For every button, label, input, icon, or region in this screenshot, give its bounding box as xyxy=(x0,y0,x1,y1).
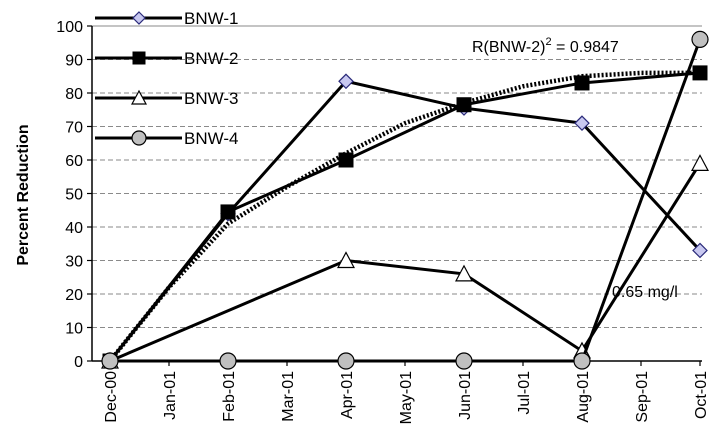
legend: BNW-1 BNW-2 BNW-3 BNW-4 xyxy=(95,9,238,148)
x-tick-label: Apr-01 xyxy=(339,371,356,419)
legend-item: BNW-4 xyxy=(95,129,238,148)
data-point xyxy=(219,352,237,370)
data-point xyxy=(574,115,590,131)
legend-item: BNW-2 xyxy=(95,49,238,68)
data-point xyxy=(691,154,709,171)
series-line xyxy=(110,38,702,363)
legend-marker xyxy=(130,89,148,105)
y-tick-label: 70 xyxy=(65,120,83,137)
x-tick-label: Dec-00 xyxy=(103,371,120,423)
y-tick-label: 50 xyxy=(65,187,83,204)
annotations: R(BNW-2)2 = 0.9847 0.65 mg/l xyxy=(472,36,678,301)
y-tick-label: 90 xyxy=(65,53,83,70)
x-tick-label: Jan-01 xyxy=(162,371,179,420)
x-tick-label: Jul-01 xyxy=(516,371,533,415)
y-axis-ticks: 0 10 20 30 40 50 60 70 80 90 100 xyxy=(56,19,92,371)
trendline-path xyxy=(108,70,700,363)
y-tick-label: 100 xyxy=(56,19,83,36)
x-tick-label: May-01 xyxy=(398,371,415,424)
data-point xyxy=(692,242,708,259)
series-BNW-4 xyxy=(101,30,709,370)
series-BNW-2 xyxy=(102,65,708,369)
data-point xyxy=(692,65,708,81)
series-line xyxy=(108,71,701,362)
series-lines xyxy=(101,30,709,370)
x-tick-label: Oct-01 xyxy=(693,371,710,419)
data-point xyxy=(220,204,236,220)
y-tick-label: 30 xyxy=(65,254,83,271)
trendline xyxy=(108,70,700,363)
data-point xyxy=(456,97,472,113)
r2-annotation: R(BNW-2)2 = 0.9847 xyxy=(472,36,619,56)
x-tick-label: Aug-01 xyxy=(575,371,592,423)
data-point xyxy=(338,152,354,168)
data-point xyxy=(338,73,354,90)
x-tick-label: Jun-01 xyxy=(457,371,474,420)
data-point xyxy=(691,30,709,49)
x-axis-ticks: Dec-00 Jan-01 Feb-01 Mar-01 Apr-01 May-01 Jun-… xyxy=(103,361,710,424)
y-tick-label: 80 xyxy=(65,86,83,103)
x-tick-label: Mar-01 xyxy=(280,371,297,422)
legend-marker xyxy=(132,11,146,25)
series-line xyxy=(109,162,702,363)
legend-label: BNW-3 xyxy=(184,89,238,108)
legend-item: BNW-1 xyxy=(95,9,238,28)
y-tick-label: 0 xyxy=(74,354,83,371)
data-point xyxy=(574,75,590,91)
legend-label: BNW-1 xyxy=(184,9,238,28)
data-point xyxy=(455,352,473,370)
data-point xyxy=(101,352,119,370)
y-tick-label: 20 xyxy=(65,287,83,304)
legend-label: BNW-4 xyxy=(184,129,238,148)
data-point xyxy=(573,352,591,370)
y-tick-label: 40 xyxy=(65,220,83,237)
legend-item: BNW-3 xyxy=(95,89,238,108)
legend-label: BNW-2 xyxy=(184,49,238,68)
data-point xyxy=(455,264,473,282)
legend-marker xyxy=(131,130,147,146)
y-tick-label: 60 xyxy=(65,153,83,170)
x-tick-label: Sep-01 xyxy=(634,371,651,423)
legend-marker xyxy=(132,51,146,65)
data-point xyxy=(337,352,355,370)
x-tick-label: Feb-01 xyxy=(221,371,238,422)
concentration-annotation: 0.65 mg/l xyxy=(612,284,678,301)
y-axis-label: Percent Reduction xyxy=(15,124,32,265)
y-tick-label: 10 xyxy=(65,321,83,338)
data-point xyxy=(337,251,355,269)
